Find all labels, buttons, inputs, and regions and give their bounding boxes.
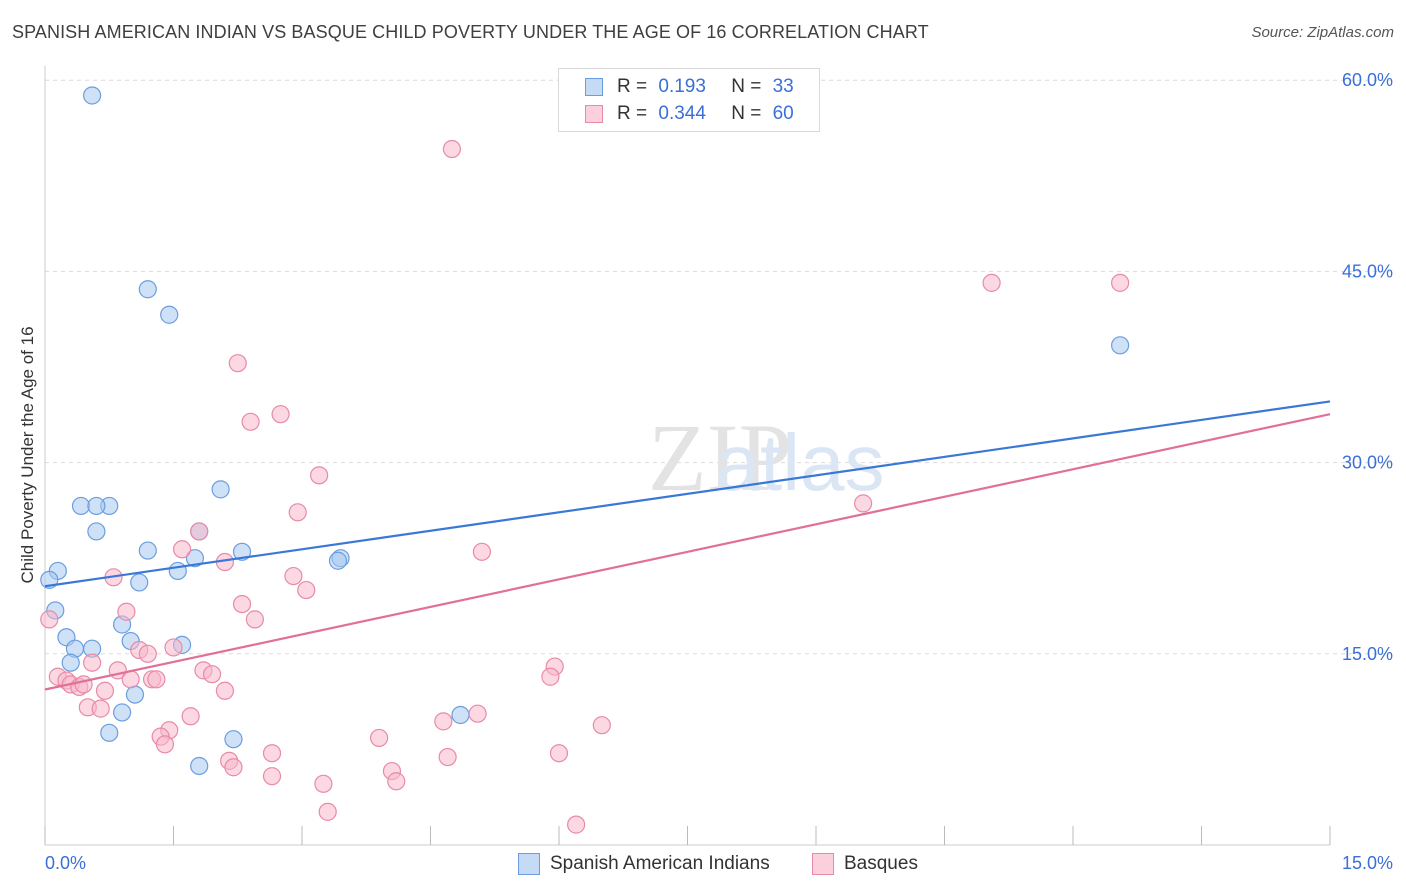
point-spanish-american-indians (451, 705, 470, 725)
point-basques (982, 273, 1001, 292)
point-basques (164, 638, 183, 657)
point-spanish-american-indians (125, 685, 145, 704)
y-tick-label: 60.0% (1342, 70, 1393, 90)
tick-labels: 15.0% 30.0% 45.0% 60.0% 0.0% 15.0% (45, 70, 1393, 873)
legend-swatch-pink (585, 105, 603, 123)
x-tick-label: 0.0% (45, 853, 86, 873)
legend-n-value: 33 (772, 76, 794, 97)
point-basques (228, 354, 247, 373)
point-spanish-american-indians (328, 551, 348, 570)
point-spanish-american-indians (112, 703, 132, 722)
legend-r-value: 0.344 (658, 103, 706, 124)
point-basques (117, 602, 136, 621)
point-spanish-american-indians (232, 542, 252, 561)
point-basques (284, 566, 303, 586)
gridlines (45, 79, 1392, 655)
point-basques (472, 542, 491, 561)
point-basques (262, 744, 282, 763)
point-spanish-american-indians (138, 280, 157, 299)
legend-r-value: 0.193 (658, 76, 706, 97)
point-basques (567, 815, 586, 834)
point-basques (387, 772, 406, 791)
point-basques (91, 699, 110, 718)
point-basques (155, 735, 175, 754)
legend-swatch-blue (585, 78, 603, 96)
point-basques (370, 728, 389, 748)
point-spanish-american-indians (61, 653, 80, 672)
point-basques (147, 670, 166, 689)
point-basques (318, 802, 337, 821)
point-basques (95, 681, 115, 700)
point-basques (442, 139, 462, 159)
point-spanish-american-indians (1111, 336, 1130, 355)
point-basques (40, 610, 59, 629)
trendline-basques (44, 413, 1331, 691)
legend-n-value: 60 (772, 103, 794, 124)
point-basques (434, 712, 453, 731)
point-basques (172, 540, 192, 559)
point-spanish-american-indians (190, 756, 209, 776)
point-basques (74, 675, 93, 694)
point-basques (549, 744, 569, 763)
point-basques (224, 758, 243, 777)
bottom-legend-label: Spanish American Indians (550, 853, 770, 874)
point-basques (1111, 273, 1130, 292)
legend-r-label: R = (617, 103, 648, 124)
point-basques (438, 747, 457, 767)
point-spanish-american-indians (185, 549, 205, 568)
point-spanish-american-indians (160, 305, 179, 324)
point-basques (288, 503, 307, 522)
point-basques (468, 704, 487, 723)
point-spanish-american-indians (83, 86, 102, 105)
point-basques (215, 681, 234, 700)
point-basques (297, 580, 316, 600)
bottom-legend-swatch-pink (812, 853, 834, 875)
point-basques (202, 665, 222, 684)
bottom-legend-swatch-blue (518, 853, 540, 875)
point-spanish-american-indians (168, 561, 187, 581)
y-tick-label: 15.0% (1342, 644, 1393, 664)
point-spanish-american-indians (87, 522, 106, 541)
source-label: Source: ZipAtlas.com (1251, 24, 1394, 41)
point-basques (271, 405, 290, 424)
point-spanish-american-indians (224, 730, 243, 749)
axes (44, 66, 1331, 846)
x-tick-label: 15.0% (1342, 853, 1393, 873)
point-basques (138, 644, 157, 663)
y-tick-label: 45.0% (1342, 261, 1393, 281)
bottom-legend-label: Basques (844, 853, 918, 874)
point-spanish-american-indians (100, 723, 119, 742)
point-basques (310, 466, 329, 485)
legend-n-label: N = (731, 76, 762, 97)
point-spanish-american-indians (211, 480, 230, 499)
trendline-spanish-american-indians (44, 400, 1331, 588)
point-basques (181, 707, 200, 726)
point-spanish-american-indians (71, 496, 91, 516)
data-points (40, 86, 1130, 834)
point-basques (854, 494, 873, 513)
y-tick-label: 30.0% (1342, 453, 1393, 473)
point-basques (232, 594, 252, 614)
point-basques (245, 610, 264, 629)
trend-lines (44, 400, 1331, 691)
point-basques (314, 774, 333, 793)
point-basques (592, 716, 611, 735)
point-basques (541, 667, 560, 686)
chart-title: SPANISH AMERICAN INDIAN VS BASQUE CHILD … (12, 22, 929, 42)
point-basques (241, 412, 260, 431)
point-basques (83, 653, 102, 672)
point-basques (190, 522, 209, 541)
point-spanish-american-indians (87, 496, 106, 516)
correlation-legend: R = 0.193 N = 33 R = 0.344 N = 60 (558, 68, 820, 132)
point-spanish-american-indians (138, 541, 157, 560)
point-spanish-american-indians (130, 573, 149, 592)
watermark-zip: ZIP (648, 404, 792, 511)
legend-n-label: N = (731, 103, 762, 124)
watermark-atlas: atlas (716, 418, 885, 507)
point-basques (262, 767, 282, 786)
legend-r-label: R = (617, 76, 648, 97)
